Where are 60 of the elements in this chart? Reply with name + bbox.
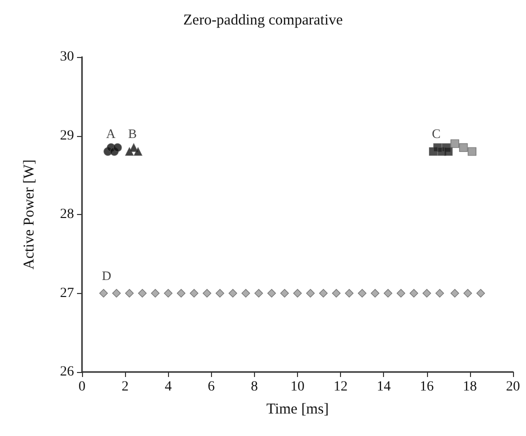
series-label: B [128,126,138,142]
point [450,139,460,148]
x-tick-label: 4 [164,380,172,394]
point [150,288,160,298]
point [396,288,406,298]
point [125,288,134,298]
point [112,288,121,298]
point [113,143,122,152]
point [280,288,289,298]
y-tick-label: 30 [60,50,74,64]
point [202,288,212,298]
y-axis-title: Active Power [W] [22,160,38,270]
x-tick-label: 8 [250,380,258,394]
point [267,288,276,298]
point [410,288,418,298]
x-tick-label: 16 [420,380,434,394]
point [216,288,224,298]
x-tick-label: 10 [290,380,304,394]
y-tick-label: 27 [60,286,74,301]
point [164,288,172,298]
point [468,147,476,156]
point [450,288,460,298]
series-label: A [106,126,116,142]
point [134,147,142,156]
point [370,288,380,298]
point [254,288,264,298]
x-tick-label: 14 [376,380,391,394]
x-axis-title: Time [ms] [266,402,329,418]
point [241,288,250,298]
point [138,288,147,298]
x-tick-label: 12 [334,380,348,394]
y-tick-label: 26 [60,364,74,380]
point [476,288,485,298]
point [332,288,341,298]
chart-title: Zero-padding comparative [183,12,344,28]
point [319,288,328,298]
point [99,288,108,298]
point [463,288,472,298]
point [306,288,315,298]
x-tick-label: 0 [78,380,86,394]
point [444,147,453,156]
point [176,288,186,298]
point [358,288,366,298]
series-label: D [102,268,112,283]
point [384,288,392,298]
x-tick-label: 20 [506,380,520,394]
point [422,288,432,298]
y-tick-label: 28 [60,207,74,222]
x-tick-label: 2 [122,380,129,394]
x-tick-label: 6 [208,380,215,394]
point [129,143,138,152]
point [190,288,198,298]
series-label: C [432,126,441,142]
point [344,288,354,298]
y-tick-label: 29 [60,128,74,144]
x-tick-label: 18 [462,380,477,394]
point [435,288,444,298]
point [459,143,468,152]
point [293,288,302,298]
point [228,288,238,298]
